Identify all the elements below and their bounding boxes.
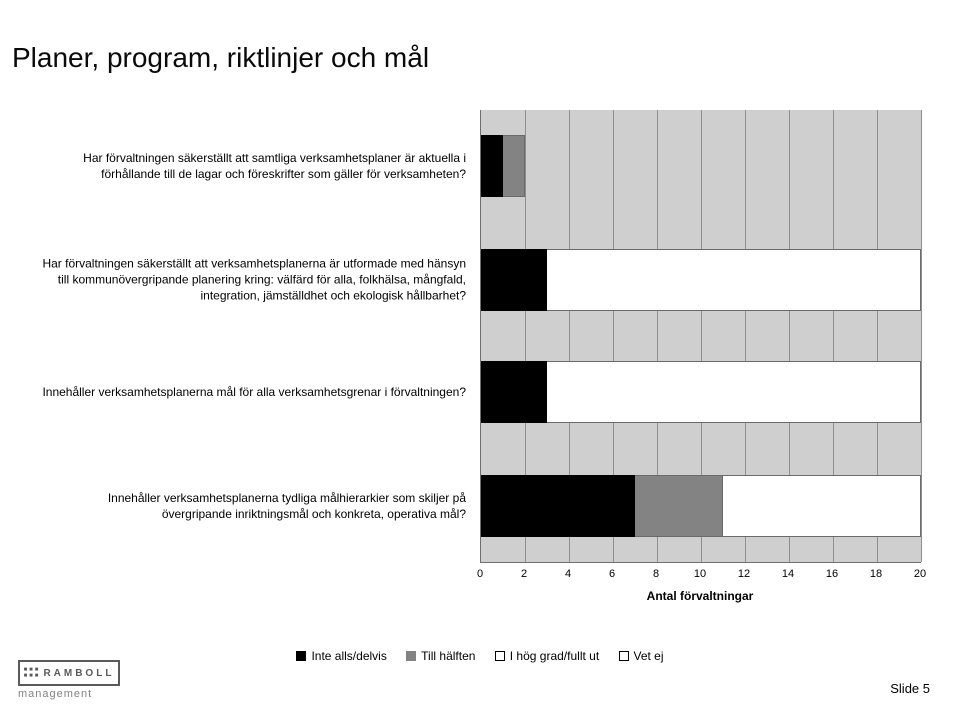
page-title: Planer, program, riktlinjer och mål bbox=[0, 34, 447, 82]
swatch-open bbox=[619, 651, 629, 661]
chart-gridline bbox=[921, 110, 922, 562]
chart-xtick-label: 20 bbox=[914, 568, 926, 580]
chart-bar-segment bbox=[503, 135, 525, 197]
legend-item-hog: I hög grad/fullt ut bbox=[495, 649, 599, 663]
chart-legend: Inte alls/delvis Till hälften I hög grad… bbox=[0, 649, 960, 664]
chart-bar-segment bbox=[481, 249, 547, 311]
chart-bar-segment bbox=[481, 361, 547, 423]
chart-xtick-label: 10 bbox=[694, 568, 706, 580]
chart-xtick-label: 2 bbox=[521, 568, 527, 580]
legend-label: Vet ej bbox=[634, 649, 664, 663]
legend-item-till: Till hälften bbox=[406, 649, 475, 663]
chart-xtick-label: 14 bbox=[782, 568, 794, 580]
swatch-gray bbox=[406, 651, 416, 661]
chart-xtick-label: 8 bbox=[653, 568, 659, 580]
page-title-bar: Planer, program, riktlinjer och mål bbox=[0, 30, 447, 86]
chart-bar-segment bbox=[481, 135, 503, 197]
chart-plot bbox=[480, 110, 921, 563]
chart-xaxis-label: Antal förvaltningar bbox=[480, 589, 920, 603]
chart-xtick-label: 4 bbox=[565, 568, 571, 580]
legend-label: Inte alls/delvis bbox=[311, 649, 386, 663]
chart: 02468101214161820 Antal förvaltningar bbox=[480, 110, 920, 590]
chart-bar-segment bbox=[723, 475, 921, 537]
chart-bar-segment bbox=[547, 249, 921, 311]
logo-sub: management bbox=[18, 688, 138, 700]
footer-logo: ■■■■■■ RAMBOLL management bbox=[18, 660, 138, 700]
chart-xtick-label: 16 bbox=[826, 568, 838, 580]
chart-ylabel: Innehåller verksamhetsplanerna mål för a… bbox=[36, 384, 466, 400]
chart-ylabel: Har förvaltningen säkerställt att verksa… bbox=[36, 256, 466, 305]
legend-label: I hög grad/fullt ut bbox=[510, 649, 599, 663]
chart-ylabel: Innehåller verksamhetsplanerna tydliga m… bbox=[36, 490, 466, 522]
chart-xtick-label: 6 bbox=[609, 568, 615, 580]
logo-box: ■■■■■■ RAMBOLL bbox=[18, 660, 120, 686]
swatch-white bbox=[495, 651, 505, 661]
chart-ylabel: Har förvaltningen säkerställt att samtli… bbox=[36, 150, 466, 182]
legend-item-inte: Inte alls/delvis bbox=[296, 649, 386, 663]
chart-bar-segment bbox=[547, 361, 921, 423]
slide-number: Slide 5 bbox=[890, 681, 930, 696]
chart-xtick-label: 12 bbox=[738, 568, 750, 580]
chart-xtick-label: 18 bbox=[870, 568, 882, 580]
chart-bar-segment bbox=[481, 475, 635, 537]
chart-xtick-label: 0 bbox=[477, 568, 483, 580]
logo-dots-icon: ■■■■■■ bbox=[24, 667, 41, 679]
swatch-black bbox=[296, 651, 306, 661]
logo-name: RAMBOLL bbox=[43, 668, 114, 679]
legend-label: Till hälften bbox=[421, 649, 475, 663]
legend-item-vet: Vet ej bbox=[619, 649, 664, 663]
chart-bar-segment bbox=[635, 475, 723, 537]
